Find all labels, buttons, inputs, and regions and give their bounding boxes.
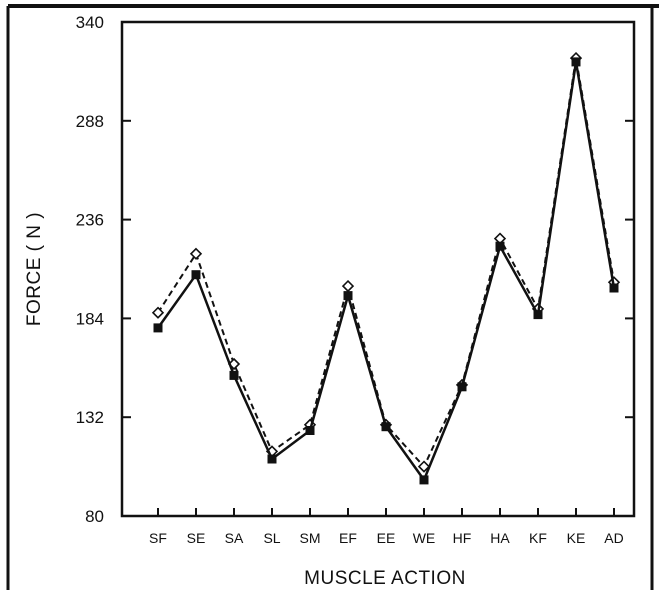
data-point-square (381, 422, 391, 432)
data-point-diamond (189, 247, 203, 260)
plot-frame (120, 20, 636, 518)
data-point-square (229, 370, 239, 380)
data-point-square (495, 241, 505, 251)
x-tick-label: SM (300, 530, 321, 546)
data-point-diamond (417, 460, 431, 473)
data-point-square (153, 323, 163, 333)
y-tick-label: 132 (76, 408, 104, 427)
series-line-solid (156, 61, 616, 483)
x-axis: SF SE SA SL SM EF EE WE HF HA KF KE AD (149, 508, 624, 546)
x-tick-label: KE (567, 530, 586, 546)
data-point-square (571, 57, 581, 67)
data-point-square (533, 310, 543, 320)
y-tick-label: 236 (76, 211, 104, 230)
x-tick-label: HF (453, 530, 472, 546)
y-tick-label: 184 (76, 309, 104, 328)
data-point-square (419, 475, 429, 485)
x-tick-label: KF (529, 530, 547, 546)
data-point-square (305, 426, 315, 435)
x-tick-label: SE (187, 530, 206, 546)
y-axis-title: FORCE ( N ) (24, 212, 45, 326)
x-tick-label: HA (490, 530, 510, 546)
y-axis: 80 132 184 236 288 340 (76, 13, 634, 526)
x-tick-label: EE (377, 530, 396, 546)
data-point-square (191, 270, 201, 280)
x-tick-label: WE (413, 530, 436, 546)
data-point-diamond (151, 306, 165, 319)
data-point-diamond (341, 279, 355, 293)
y-tick-label: 340 (76, 13, 104, 32)
data-point-square (457, 382, 467, 392)
data-point-square (609, 283, 619, 293)
x-tick-label: SL (263, 530, 280, 546)
x-tick-label: SA (225, 530, 244, 546)
plot-area (151, 51, 621, 485)
x-tick-label: SF (149, 530, 167, 546)
x-tick-label: EF (339, 530, 357, 546)
data-point-square (267, 454, 277, 464)
y-tick-label: 80 (85, 507, 104, 526)
x-axis-title: MUSCLE ACTION (304, 568, 466, 589)
x-tick-label: AD (604, 530, 623, 546)
data-point-square (343, 291, 353, 301)
y-tick-label: 288 (76, 112, 104, 131)
